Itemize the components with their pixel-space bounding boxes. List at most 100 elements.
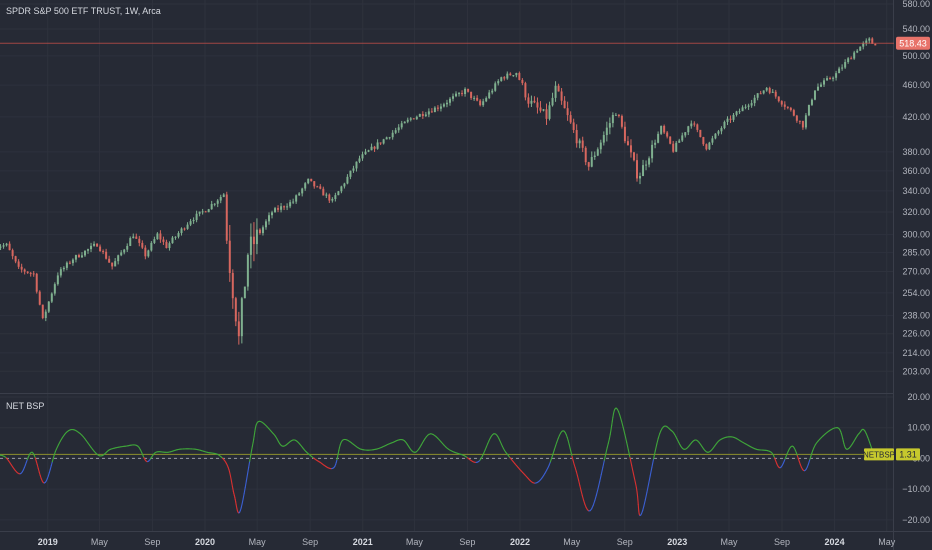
time-tick-label: May	[878, 537, 896, 547]
candle-body	[96, 243, 99, 247]
candle-body	[503, 77, 506, 79]
candle-body	[280, 206, 283, 210]
candle-body	[99, 246, 102, 252]
price-tick-label: 500.00	[902, 51, 930, 61]
candle-body	[765, 88, 768, 91]
candle-body	[210, 204, 213, 210]
time-tick-label: 2022	[510, 537, 530, 547]
candle-body	[219, 196, 222, 201]
price-tick-label: 340.00	[902, 186, 930, 196]
time-tick-label: May	[563, 537, 581, 547]
candle-body	[810, 99, 813, 105]
candle-body	[554, 85, 557, 98]
candle-body	[132, 236, 135, 239]
candle-body	[26, 271, 29, 273]
osc-segment	[553, 445, 557, 451]
candle-body	[470, 91, 473, 98]
time-tick-label: Sep	[302, 537, 318, 547]
osc-segment	[484, 446, 487, 451]
candle-body	[581, 140, 584, 148]
candle-body	[509, 73, 512, 76]
net-bsp-series-line	[0, 407, 875, 517]
candle-body	[358, 158, 361, 162]
candle-body	[768, 88, 771, 93]
osc-tick-label: 0.00	[912, 453, 930, 463]
price-tick-label: 420.00	[902, 112, 930, 122]
osc-segment	[644, 491, 648, 501]
osc-segment	[581, 495, 585, 501]
candle-body	[11, 250, 14, 257]
candle-body	[189, 221, 192, 225]
candle-body	[255, 229, 258, 245]
candle-body	[391, 132, 394, 138]
price-axis[interactable]: 203.00 214.00 226.00 238.00 254.00 270.00 285.…	[902, 0, 930, 376]
oscillator-axis[interactable]: −20.00 −10.00 0.00 10.00 20.00	[902, 392, 930, 525]
osc-tick-label: 20.00	[907, 392, 930, 402]
time-tick-label: Sep	[774, 537, 790, 547]
candle-body	[696, 124, 699, 130]
osc-segment	[591, 504, 594, 510]
candle-body	[605, 127, 608, 136]
osc-segment	[619, 415, 623, 422]
candle-body	[524, 83, 527, 98]
candle-body	[424, 114, 427, 116]
candle-body	[367, 150, 370, 152]
candle-body	[741, 107, 744, 112]
candle-body	[102, 251, 105, 253]
candle-body	[65, 262, 68, 268]
candle-body	[669, 136, 672, 144]
candle-body	[651, 144, 654, 159]
time-tick-label: May	[720, 537, 738, 547]
candle-body	[319, 186, 322, 189]
candle-body	[798, 120, 801, 122]
osc-segment	[642, 505, 645, 512]
candle-body	[756, 93, 759, 98]
candle-body	[289, 202, 292, 207]
candle-body	[593, 155, 596, 158]
candle-body	[820, 84, 822, 87]
candle-body	[111, 262, 114, 267]
time-axis[interactable]: 2019 May Sep 2020 May Sep 2021 May Sep 2022 May Sep…	[38, 537, 896, 547]
osc-segment	[569, 447, 572, 453]
candle-body	[352, 168, 355, 171]
candle-body	[120, 252, 123, 256]
candle-body	[168, 243, 171, 249]
osc-segment	[250, 449, 253, 457]
osc-segment	[568, 443, 571, 449]
candle-body	[545, 109, 548, 119]
candle-body	[240, 298, 243, 337]
osc-segment	[575, 470, 579, 477]
candle-body	[482, 101, 485, 106]
candle-body	[144, 247, 147, 257]
candle-body	[572, 122, 575, 131]
candle-body	[71, 259, 74, 264]
candle-body	[153, 239, 156, 243]
candle-body	[584, 147, 587, 163]
candle-body	[379, 142, 382, 144]
price-tick-label: 460.00	[902, 80, 930, 90]
osc-segment	[607, 438, 610, 444]
candle-body	[325, 194, 328, 196]
candle-body	[304, 183, 307, 189]
osc-segment	[579, 485, 582, 492]
candle-body	[376, 142, 379, 149]
osc-segment	[610, 424, 613, 431]
osc-segment	[578, 480, 581, 487]
candle-body	[832, 77, 835, 79]
time-tick-label: 2024	[825, 537, 845, 547]
candle-body	[180, 228, 183, 234]
candle-body	[521, 79, 524, 84]
candle-body	[623, 126, 626, 142]
candle-body	[292, 201, 295, 203]
candle-body	[632, 152, 635, 161]
candle-body	[174, 236, 177, 238]
candle-body	[84, 250, 86, 256]
candle-body	[657, 133, 660, 143]
candle-body	[80, 255, 83, 258]
osc-segment	[570, 451, 573, 457]
osc-segment	[251, 442, 254, 447]
candle-body	[874, 43, 877, 46]
candle-body	[648, 158, 651, 165]
candle-body	[826, 78, 829, 81]
osc-segment	[246, 467, 250, 475]
